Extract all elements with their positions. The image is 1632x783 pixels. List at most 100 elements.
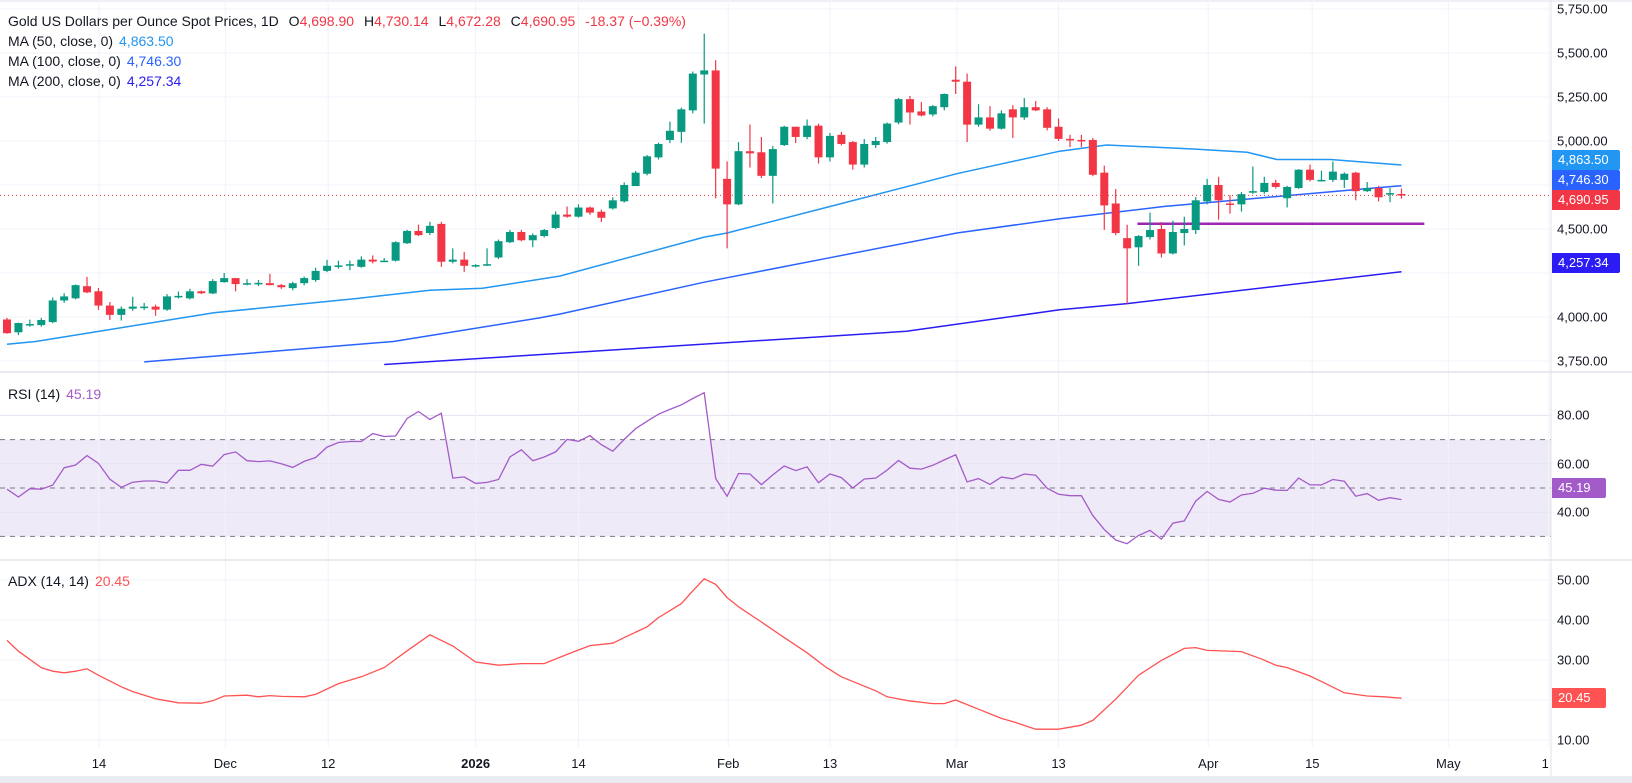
candle-down xyxy=(745,124,754,168)
candle-down xyxy=(414,224,423,237)
candle-up xyxy=(1191,197,1200,235)
candle-body xyxy=(768,149,777,176)
candle-body xyxy=(48,300,57,323)
ma100-line xyxy=(144,184,1402,363)
candle-down xyxy=(837,131,846,146)
candle-body xyxy=(197,291,206,294)
candle-body xyxy=(871,141,880,146)
candle-body xyxy=(1134,236,1143,248)
candle-body xyxy=(140,306,149,309)
candle-body xyxy=(1283,186,1292,199)
candle-up xyxy=(220,273,229,283)
candle-down xyxy=(437,221,446,267)
price-tick-label: 3,750.00 xyxy=(1557,353,1608,369)
candle-up xyxy=(243,279,252,286)
candle-body xyxy=(277,285,286,288)
candle-up xyxy=(1020,98,1029,120)
candle-down xyxy=(711,60,720,199)
candle-down xyxy=(83,276,92,294)
candle-body xyxy=(997,113,1006,129)
candle-body xyxy=(974,117,983,125)
time-tick-label: Mar xyxy=(945,756,969,771)
price-tick-label: 5,250.00 xyxy=(1557,89,1608,105)
open-value: 4,698.90 xyxy=(299,13,355,29)
candle-body xyxy=(151,306,160,310)
candle-body xyxy=(117,308,126,315)
candle-up xyxy=(1363,182,1372,193)
ma50-legend[interactable]: MA (50, close, 0) 4,863.50 xyxy=(8,32,180,50)
time-tick-label: 13 xyxy=(822,756,838,771)
change-value: -18.37 (−0.39%) xyxy=(585,13,686,29)
rsi-line xyxy=(6,391,1402,545)
candle-body xyxy=(1271,182,1280,187)
rsi-tick-label: 40.00 xyxy=(1557,504,1590,520)
candle-down xyxy=(1271,179,1280,189)
candle-down xyxy=(917,102,926,117)
candle-down xyxy=(3,317,11,334)
candle-body xyxy=(894,99,903,123)
candle-body xyxy=(585,207,594,213)
candle-down xyxy=(963,73,972,143)
rsi-legend[interactable]: RSI (14) 45.19 xyxy=(8,385,107,403)
ma200-legend[interactable]: MA (200, close, 0) 4,257.34 xyxy=(8,72,187,90)
candle-up xyxy=(688,71,697,114)
ma100-legend[interactable]: MA (100, close, 0) 4,746.30 xyxy=(8,52,187,70)
candle-up xyxy=(25,319,34,327)
candle-body xyxy=(985,117,994,129)
candle-down xyxy=(585,206,594,215)
candle-body xyxy=(654,143,663,158)
candle-body xyxy=(14,322,23,333)
candle-up xyxy=(494,239,503,259)
candle-up xyxy=(311,267,320,282)
candle-down xyxy=(1031,101,1040,112)
candle-up xyxy=(734,142,743,206)
ma100-value: 4,746.30 xyxy=(126,53,182,69)
candle-body xyxy=(1351,172,1360,192)
adx-legend[interactable]: ADX (14, 14) 20.45 xyxy=(8,572,136,590)
candle-up xyxy=(1340,172,1349,188)
candle-up xyxy=(1237,192,1246,212)
candle-down xyxy=(1077,134,1086,148)
candle-body xyxy=(1043,109,1052,128)
rsi-tick-label: 80.00 xyxy=(1557,407,1590,423)
candle-up xyxy=(185,288,194,300)
candle-body xyxy=(940,94,949,108)
candle-down xyxy=(1065,134,1074,148)
candle-body xyxy=(185,291,194,299)
candle-up xyxy=(940,93,949,111)
candle-body xyxy=(1191,200,1200,231)
candle-down xyxy=(848,141,857,170)
candle-down xyxy=(1214,176,1223,220)
candle-up xyxy=(540,229,549,238)
adx-tick-label: 10.00 xyxy=(1557,732,1590,748)
close-key: C xyxy=(510,13,521,29)
ma100-price-badge: 4,746.30 xyxy=(1552,170,1620,190)
candle-body xyxy=(723,178,732,205)
candle-up xyxy=(391,241,400,262)
candle-up xyxy=(448,248,457,264)
candle-up xyxy=(380,258,389,263)
adx-value: 20.45 xyxy=(94,573,130,589)
candle-up xyxy=(803,119,812,140)
candle-down xyxy=(1397,188,1406,199)
ma200-label: MA (200, close, 0) xyxy=(8,73,121,89)
candle-up xyxy=(60,293,69,303)
candle-body xyxy=(860,143,869,165)
candle-body xyxy=(1157,229,1166,254)
high-key: H xyxy=(363,13,375,29)
candle-body xyxy=(25,324,34,326)
candle-body xyxy=(1340,173,1349,180)
ma50-price-badge: 4,863.50 xyxy=(1552,150,1620,170)
candle-body xyxy=(403,230,412,244)
candle-up xyxy=(71,284,80,300)
candle-up xyxy=(1317,170,1326,182)
rsi-label: RSI (14) xyxy=(8,386,61,402)
candle-body xyxy=(37,319,46,326)
candle-body xyxy=(1065,138,1074,141)
candle-body xyxy=(1088,139,1097,175)
candle-body xyxy=(334,265,343,267)
candle-up xyxy=(37,317,46,327)
candle-body xyxy=(700,70,709,75)
candle-down xyxy=(985,106,994,131)
